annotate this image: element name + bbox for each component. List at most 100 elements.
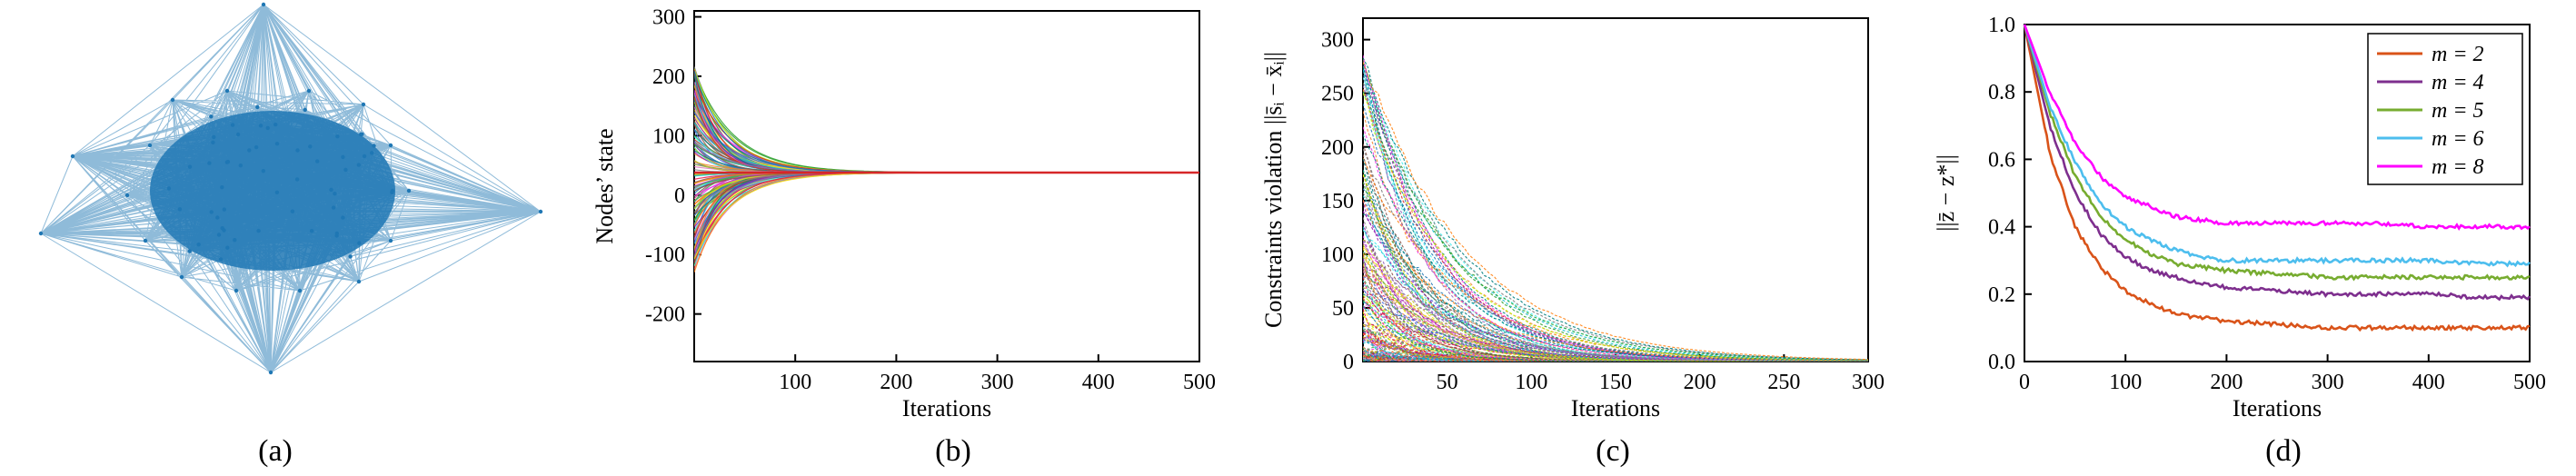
violation-trajectory	[1363, 83, 1868, 361]
violation-trajectory	[1363, 275, 1868, 362]
network-node	[388, 238, 393, 243]
network-node	[220, 185, 224, 190]
network-node	[211, 140, 215, 144]
network-node	[290, 209, 295, 213]
network-node	[370, 151, 374, 155]
violation-trajectory	[1363, 271, 1868, 362]
y-tick-label: 200	[652, 65, 685, 89]
x-tick-label: 100	[1515, 371, 1547, 394]
state-trajectory	[694, 172, 1199, 264]
network-node	[274, 122, 278, 127]
y-tick-label: 300	[652, 6, 685, 30]
violation-trajectory	[1363, 280, 1868, 362]
state-trajectory	[694, 172, 1199, 262]
state-trajectory	[694, 172, 1199, 269]
series-line-1	[2023, 24, 2531, 332]
state-trajectory	[694, 70, 1199, 174]
violation-trajectory	[1363, 223, 1868, 362]
state-trajectory	[694, 172, 1199, 258]
legend-label: m = 2	[2432, 43, 2484, 66]
y-tick-label: 50	[1332, 297, 1354, 321]
violation-trajectory	[1363, 258, 1868, 362]
x-axis-label: Iterations	[2233, 395, 2322, 421]
network-node	[187, 249, 192, 253]
violation-trajectory	[1363, 302, 1868, 362]
network-node	[170, 97, 175, 103]
x-axis-label: Iterations	[902, 395, 991, 421]
network-node	[362, 154, 367, 159]
x-tick-label: 250	[1767, 371, 1800, 394]
network-node	[261, 169, 265, 174]
network-node	[212, 134, 216, 140]
x-tick-label: 500	[2513, 371, 2546, 394]
violation-trajectory	[1363, 256, 1868, 362]
network-node	[388, 143, 393, 148]
state-trajectory	[694, 172, 1199, 234]
network-node	[297, 288, 303, 293]
network-node	[306, 88, 312, 94]
x-tick-label: 300	[2312, 371, 2344, 394]
network-node	[124, 193, 130, 198]
x-tick-label: 200	[1684, 371, 1716, 394]
network-node	[341, 215, 345, 220]
y-tick-label: 250	[1321, 83, 1354, 106]
network-node	[268, 370, 274, 375]
state-trajectory	[694, 172, 1199, 267]
state-trajectory	[694, 81, 1199, 174]
network-node	[222, 228, 226, 233]
violation-trajectories	[1363, 55, 1868, 362]
y-tick-label: 100	[1321, 243, 1354, 267]
violation-trajectory	[1363, 90, 1868, 362]
network-node	[238, 164, 243, 168]
x-tick-label: 150	[1599, 371, 1632, 394]
violation-trajectory	[1363, 65, 1868, 362]
violation-trajectory	[1363, 61, 1868, 362]
x-tick-label: 500	[1183, 371, 1216, 394]
network-node	[209, 210, 214, 214]
caption-c: (c)	[1596, 434, 1630, 468]
state-trajectories	[694, 66, 1199, 273]
network-node	[329, 187, 333, 193]
y-tick-label: 200	[1321, 136, 1354, 160]
network-node	[247, 148, 252, 153]
network-node	[235, 132, 241, 137]
x-tick-label: 200	[880, 371, 912, 394]
violation-trajectory	[1363, 57, 1868, 361]
violation-trajectory	[1363, 192, 1868, 362]
network-node	[361, 102, 366, 107]
state-trajectory	[694, 111, 1199, 174]
legend: m = 2 m = 4 m = 5 m = 6 m = 8	[2367, 33, 2523, 185]
state-trajectory	[694, 172, 1199, 258]
state-trajectory	[694, 82, 1199, 174]
x-tick-label: 0	[2019, 371, 2030, 394]
y-tick-label: 0.2	[1988, 283, 2015, 307]
network-node	[333, 192, 337, 196]
x-tick-label: 400	[2412, 371, 2445, 394]
network-node	[294, 177, 300, 182]
x-tick-label: 300	[981, 371, 1014, 394]
network-node	[255, 104, 260, 110]
network-node	[356, 163, 361, 167]
series-line-2	[2023, 24, 2531, 302]
network-node	[177, 207, 183, 212]
network-node	[216, 233, 222, 237]
state-trajectory	[694, 172, 1199, 266]
network-node	[334, 231, 339, 236]
network-node	[261, 2, 266, 7]
network-node	[265, 125, 270, 131]
caption-d: (d)	[2265, 434, 2302, 468]
network-node	[274, 190, 280, 194]
panel-a-network	[38, 2, 543, 375]
state-trajectory	[694, 85, 1199, 174]
network-node	[357, 241, 362, 245]
state-trajectory	[694, 172, 1199, 260]
network-node	[343, 167, 348, 173]
state-trajectory	[694, 172, 1199, 266]
state-trajectory	[694, 172, 1199, 260]
state-trajectory	[694, 74, 1199, 174]
network-node	[295, 148, 300, 153]
violation-trajectory	[1363, 182, 1868, 362]
network-node	[230, 123, 235, 127]
y-tick-label: 0.6	[1988, 148, 2015, 172]
network-node	[390, 190, 394, 194]
